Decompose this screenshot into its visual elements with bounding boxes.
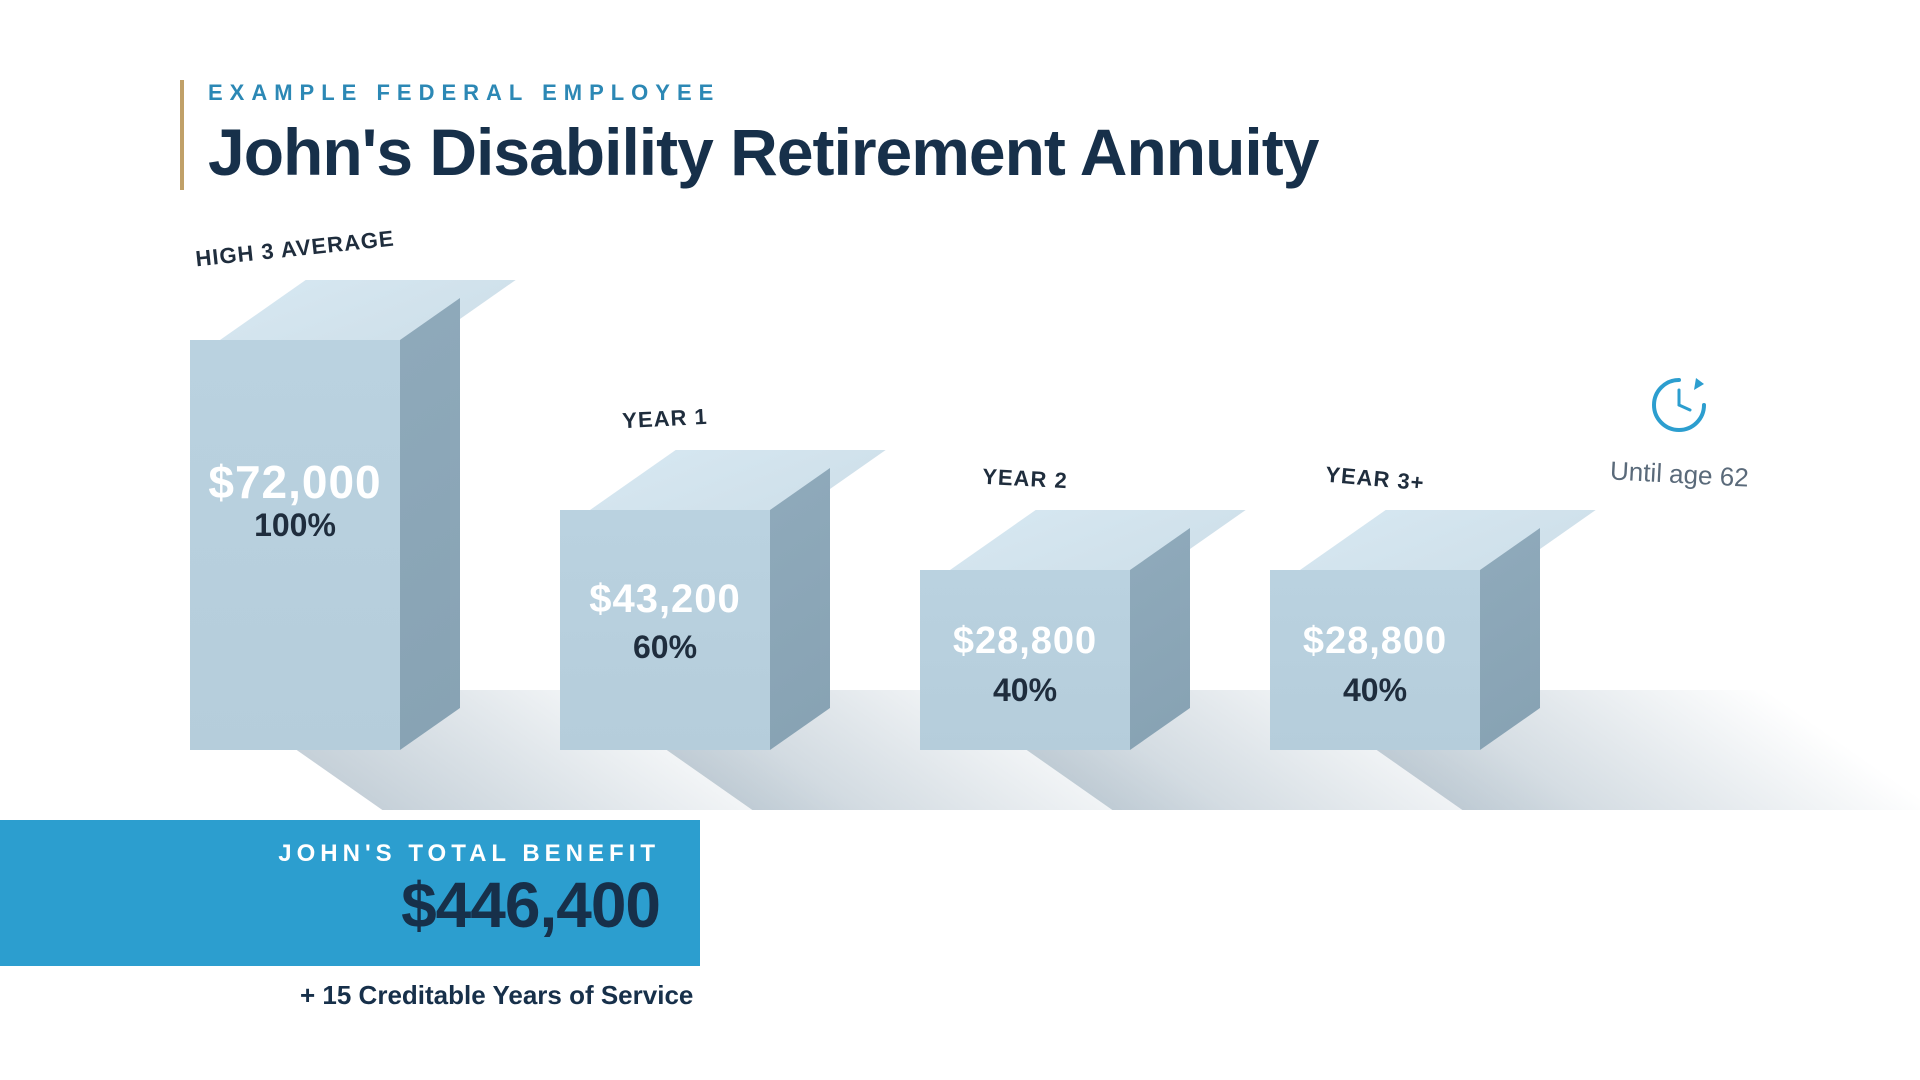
bar-label: HIGH 3 AVERAGE xyxy=(189,225,401,273)
page-title: John's Disability Retirement Annuity xyxy=(208,114,1740,190)
bar-top-face xyxy=(590,450,886,510)
bar-2: YEAR 2$28,80040% xyxy=(920,510,1130,750)
until-age-text: Until age 62 xyxy=(1609,455,1749,493)
bar-chart: HIGH 3 AVERAGE$72,000100% YEAR 1 $43,200 60… xyxy=(180,250,1740,810)
bar-side-face xyxy=(400,298,460,750)
until-age-callout: Until age 62 xyxy=(1610,370,1749,490)
bar-value: $28,800 xyxy=(1270,620,1480,663)
bar-top-face xyxy=(220,280,516,340)
callout-label: JOHN'S TOTAL BENEFIT xyxy=(40,840,660,868)
bar-front-face xyxy=(190,340,400,750)
bar-percent: 60% xyxy=(560,629,770,666)
bar-label: YEAR 2 xyxy=(919,461,1130,498)
bar-value: $28,800 xyxy=(920,620,1130,663)
footnote: + 15 Creditable Years of Service xyxy=(300,980,693,1011)
bar-0: HIGH 3 AVERAGE$72,000100% xyxy=(190,280,400,750)
slide: EXAMPLE FEDERAL EMPLOYEE John's Disabili… xyxy=(0,0,1920,1080)
eyebrow: EXAMPLE FEDERAL EMPLOYEE xyxy=(208,80,1740,106)
bar-percent: 100% xyxy=(190,507,400,544)
bar-label: YEAR 3+ xyxy=(1269,457,1480,501)
clock-arrow-icon xyxy=(1644,370,1714,440)
bar-value: $43,200 xyxy=(560,577,770,622)
header: EXAMPLE FEDERAL EMPLOYEE John's Disabili… xyxy=(180,80,1740,190)
bar-top-face xyxy=(1300,510,1596,570)
bar-value: $72,000 xyxy=(190,455,400,509)
callout-value: $446,400 xyxy=(40,868,660,942)
total-benefit-callout: JOHN'S TOTAL BENEFIT $446,400 xyxy=(0,820,700,966)
bar-3: YEAR 3+$28,80040% xyxy=(1270,510,1480,750)
bar-side-face xyxy=(770,468,830,750)
bar-percent: 40% xyxy=(1270,672,1480,709)
bar-label: YEAR 1 xyxy=(559,401,770,438)
bar-1: YEAR 1$43,20060% xyxy=(560,450,770,750)
bar-top-face xyxy=(950,510,1246,570)
bar-percent: 40% xyxy=(920,672,1130,709)
